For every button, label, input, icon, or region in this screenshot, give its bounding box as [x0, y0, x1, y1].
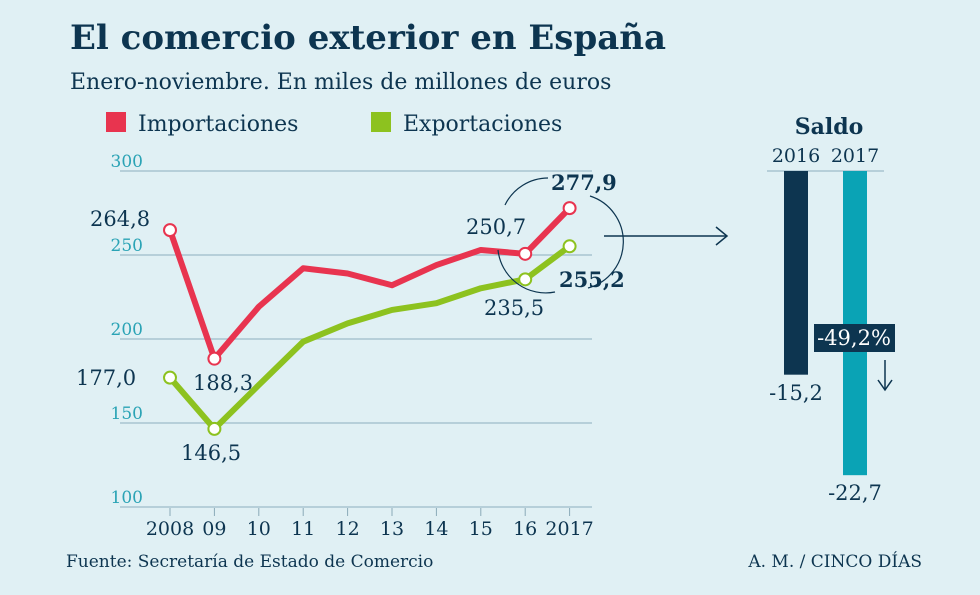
- x-tick-label: 13: [380, 518, 404, 540]
- legend-swatch-exports: [371, 112, 391, 132]
- y-tick-label: 200: [111, 320, 143, 340]
- saldo-value-2017: -22,7: [828, 481, 882, 505]
- x-tick-label: 14: [424, 518, 448, 540]
- legend: Importaciones Exportaciones: [106, 112, 562, 137]
- data-point-exports: [163, 370, 177, 385]
- saldo-bar-2017: [843, 171, 867, 476]
- saldo-year-2016: 2016: [772, 145, 820, 167]
- change-badge-text: -49,2%: [817, 326, 891, 350]
- saldo-bar-2016: [784, 171, 808, 375]
- data-point-exports: [562, 239, 577, 254]
- label-exp-2017: 255,2: [559, 267, 625, 292]
- source-note: Fuente: Secretaría de Estado de Comercio: [66, 552, 433, 572]
- highlight-circle: [497, 177, 624, 294]
- x-tick-label: 16: [513, 518, 537, 540]
- x-tick-label: 2017: [545, 518, 593, 540]
- x-tick-label: 12: [336, 518, 360, 540]
- series-line-imports: [167, 206, 572, 362]
- label-imp-2017: 277,9: [551, 170, 617, 195]
- y-tick-label: 300: [111, 152, 143, 172]
- x-tick-label: 2008: [146, 518, 194, 540]
- chart-title: El comercio exterior en España: [70, 18, 666, 58]
- x-tick-label: 11: [291, 518, 315, 540]
- chart-subtitle: Enero-noviembre. En miles de millones de…: [70, 70, 611, 95]
- y-tick-label: 250: [111, 236, 143, 256]
- data-point-imports: [562, 201, 577, 216]
- series-line-exports: [167, 243, 572, 432]
- y-tick-label: 150: [111, 404, 143, 424]
- change-badge: [814, 324, 895, 352]
- data-point-exports: [518, 272, 533, 287]
- label-imp-2008: 264,8: [90, 207, 150, 231]
- data-point-exports: [207, 421, 222, 436]
- label-exp-2009: 146,5: [181, 441, 241, 465]
- data-point-imports: [163, 223, 177, 238]
- saldo-title: Saldo: [795, 114, 864, 140]
- credit: A. M. / CINCO DÍAS: [747, 551, 922, 572]
- label-imp-2009: 188,3: [193, 371, 253, 395]
- data-point-imports: [518, 246, 533, 261]
- label-exp-2016: 235,5: [484, 296, 544, 320]
- x-tick-label: 09: [202, 518, 226, 540]
- x-tick-label: 15: [469, 518, 493, 540]
- label-imp-2016: 250,7: [466, 215, 526, 239]
- label-exp-2008: 177,0: [76, 366, 136, 390]
- legend-label-imports: Importaciones: [138, 112, 298, 137]
- data-point-imports: [207, 351, 222, 366]
- x-tick-label: 10: [247, 518, 271, 540]
- legend-swatch-imports: [106, 112, 126, 132]
- legend-label-exports: Exportaciones: [403, 112, 562, 137]
- arrow-right-icon: [604, 226, 729, 246]
- saldo-year-2017: 2017: [831, 145, 879, 167]
- arrow-down-icon: [877, 360, 893, 392]
- y-tick-label: 100: [111, 488, 143, 508]
- saldo-value-2016: -15,2: [769, 381, 823, 405]
